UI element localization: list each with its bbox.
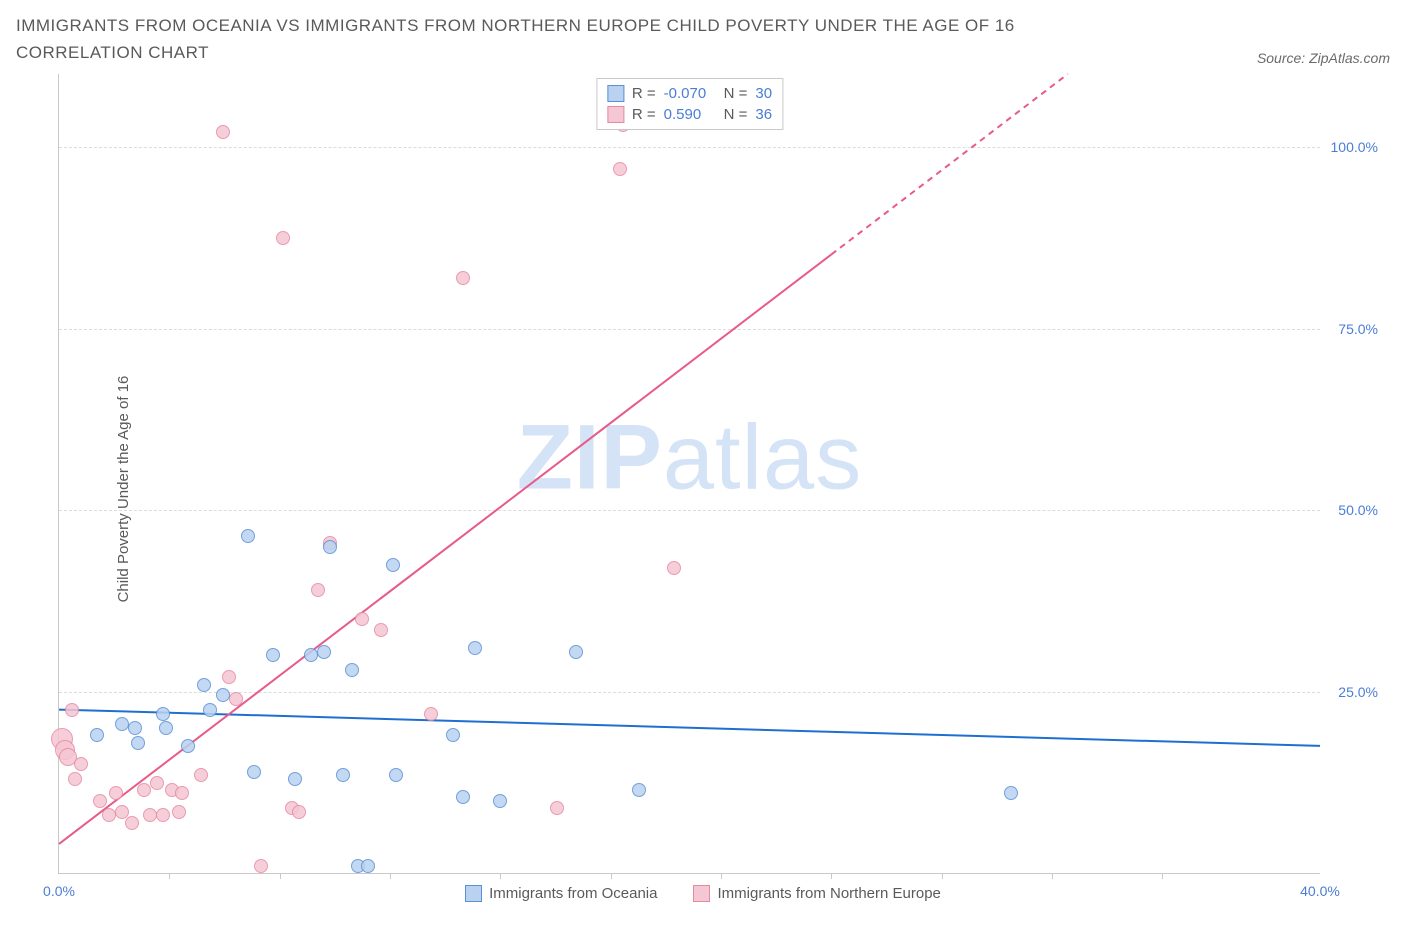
scatter-point xyxy=(150,776,164,790)
legend-swatch xyxy=(607,85,624,102)
scatter-point xyxy=(247,765,261,779)
x-tick xyxy=(280,873,281,879)
x-tick xyxy=(721,873,722,879)
x-tick xyxy=(500,873,501,879)
scatter-point xyxy=(266,648,280,662)
scatter-point xyxy=(229,692,243,706)
scatter-point xyxy=(93,794,107,808)
scatter-point xyxy=(292,805,306,819)
x-tick xyxy=(1162,873,1163,879)
scatter-point xyxy=(667,561,681,575)
stats-row: R =-0.070 N =30 xyxy=(607,83,772,104)
scatter-point xyxy=(137,783,151,797)
scatter-point xyxy=(90,728,104,742)
scatter-point xyxy=(386,558,400,572)
scatter-point xyxy=(468,641,482,655)
x-tick xyxy=(831,873,832,879)
scatter-point xyxy=(241,529,255,543)
x-tick xyxy=(1052,873,1053,879)
scatter-point xyxy=(446,728,460,742)
scatter-points xyxy=(59,74,1320,873)
scatter-point xyxy=(222,670,236,684)
plot-area: ZIPatlas R =-0.070 N =30R =0.590 N =36 2… xyxy=(58,74,1320,874)
legend-swatch xyxy=(465,885,482,902)
scatter-point xyxy=(613,162,627,176)
scatter-point xyxy=(355,612,369,626)
legend-swatch xyxy=(607,106,624,123)
scatter-point xyxy=(311,583,325,597)
scatter-point xyxy=(424,707,438,721)
legend-item: Immigrants from Northern Europe xyxy=(693,885,940,902)
scatter-point xyxy=(361,859,375,873)
scatter-point xyxy=(288,772,302,786)
x-tick xyxy=(611,873,612,879)
legend-item: Immigrants from Oceania xyxy=(465,885,657,902)
scatter-point xyxy=(172,805,186,819)
scatter-point xyxy=(159,721,173,735)
chart-container: Child Poverty Under the Age of 16 ZIPatl… xyxy=(16,74,1390,904)
scatter-point xyxy=(493,794,507,808)
y-tick-label: 75.0% xyxy=(1338,321,1378,337)
scatter-point xyxy=(125,816,139,830)
scatter-point xyxy=(216,688,230,702)
x-tick xyxy=(942,873,943,879)
stats-box: R =-0.070 N =30R =0.590 N =36 xyxy=(596,78,783,130)
scatter-point xyxy=(181,739,195,753)
legend-label: Immigrants from Oceania xyxy=(489,885,657,902)
scatter-point xyxy=(74,757,88,771)
x-tick xyxy=(390,873,391,879)
scatter-point xyxy=(203,703,217,717)
legend-swatch xyxy=(693,885,710,902)
scatter-point xyxy=(276,231,290,245)
legend: Immigrants from Oceania Immigrants from N… xyxy=(16,885,1390,902)
stats-row: R =0.590 N =36 xyxy=(607,104,772,125)
y-tick-label: 50.0% xyxy=(1338,502,1378,518)
scatter-point xyxy=(1004,786,1018,800)
chart-title: IMMIGRANTS FROM OCEANIA VS IMMIGRANTS FR… xyxy=(16,12,1136,66)
scatter-point xyxy=(569,645,583,659)
scatter-point xyxy=(254,859,268,873)
legend-label: Immigrants from Northern Europe xyxy=(717,885,940,902)
scatter-point xyxy=(550,801,564,815)
scatter-point xyxy=(345,663,359,677)
scatter-point xyxy=(131,736,145,750)
scatter-point xyxy=(632,783,646,797)
scatter-point xyxy=(216,125,230,139)
y-tick-label: 100.0% xyxy=(1331,139,1378,155)
scatter-point xyxy=(175,786,189,800)
scatter-point xyxy=(323,540,337,554)
scatter-point xyxy=(336,768,350,782)
scatter-point xyxy=(456,271,470,285)
y-tick-label: 25.0% xyxy=(1338,684,1378,700)
scatter-point xyxy=(456,790,470,804)
x-tick xyxy=(169,873,170,879)
scatter-point xyxy=(197,678,211,692)
scatter-point xyxy=(317,645,331,659)
scatter-point xyxy=(128,721,142,735)
scatter-point xyxy=(374,623,388,637)
scatter-point xyxy=(68,772,82,786)
scatter-point xyxy=(156,707,170,721)
source-label: Source: ZipAtlas.com xyxy=(1257,50,1390,66)
scatter-point xyxy=(65,703,79,717)
scatter-point xyxy=(194,768,208,782)
scatter-point xyxy=(109,786,123,800)
scatter-point xyxy=(156,808,170,822)
scatter-point xyxy=(389,768,403,782)
